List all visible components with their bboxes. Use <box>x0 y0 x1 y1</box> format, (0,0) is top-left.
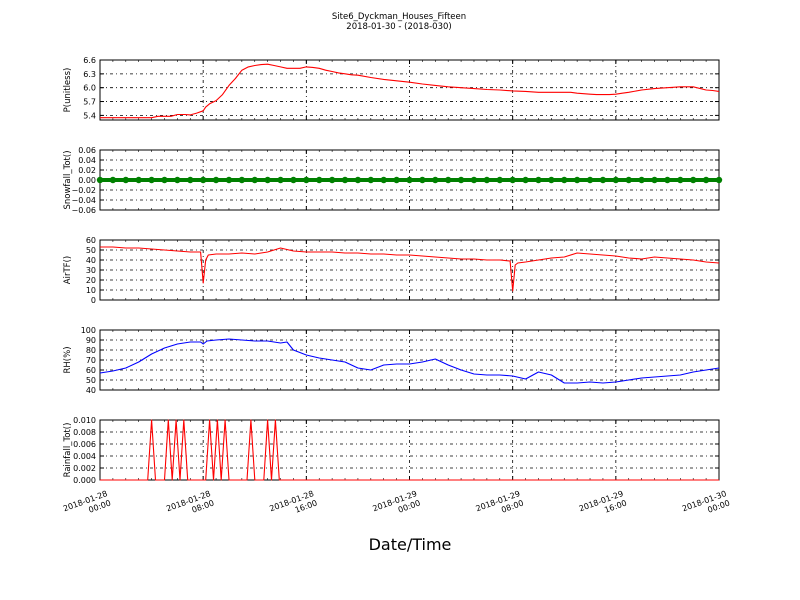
y-axis-label: AirTF() <box>63 256 73 284</box>
subplots: 5.4 5.7 6.0 6.3 6.6 P(unitless) −0.06−0.04−0.0… <box>63 56 723 485</box>
y-tick-label: 0.000 <box>73 476 96 485</box>
y-tick-label: −0.04 <box>71 196 96 205</box>
y-tick-label: 30 <box>86 266 96 275</box>
y-tick-label: 0.010 <box>73 416 96 425</box>
figure-title-line2: 2018-01-30 - (2018-030) <box>346 22 451 32</box>
y-tick-label: 0.02 <box>78 166 96 175</box>
y-axis-label: Snowfall_Tot() <box>63 150 73 209</box>
y-tick-label: 70 <box>86 356 96 365</box>
y-tick-label: −0.02 <box>71 186 96 195</box>
y-tick-label: 0.04 <box>78 156 96 165</box>
y-tick-label: 0.002 <box>73 464 96 473</box>
y-axis-label: RH(%) <box>63 346 73 373</box>
y-tick-label: 50 <box>86 376 96 385</box>
y-tick-label: 0.006 <box>73 440 96 449</box>
y-tick-label: 0 <box>91 296 96 305</box>
subplot-5: 0.000 0.002 0.004 0.006 0.008 0.010Rainfall_T… <box>63 416 720 485</box>
y-axis-label: Rainfall_Tot() <box>63 423 73 478</box>
x-axis-label: Date/Time <box>369 535 452 554</box>
series-line <box>100 63 720 119</box>
subplot-2: −0.06−0.04−0.020.000.020.040.06 Snowfall_… <box>63 146 723 215</box>
y-tick-label: 50 <box>86 246 96 255</box>
y-tick-label: 5.7 <box>83 98 96 107</box>
y-tick-label: 40 <box>86 386 96 395</box>
y-tick-label: 0.06 <box>78 146 96 155</box>
y-tick-label: 100 <box>81 326 96 335</box>
y-tick-label: 60 <box>86 236 96 245</box>
y-tick-label: 80 <box>86 346 96 355</box>
series-line <box>100 246 720 292</box>
y-tick-label: 6.0 <box>83 84 96 93</box>
y-tick-label: 10 <box>86 286 96 295</box>
y-tick-label: 0.008 <box>73 428 96 437</box>
y-tick-label: 6.6 <box>83 56 96 65</box>
y-tick-label: 6.3 <box>83 70 96 79</box>
y-tick-label: 60 <box>86 366 96 375</box>
y-tick-label: 90 <box>86 336 96 345</box>
y-axis-label: P(unitless) <box>63 68 73 113</box>
y-tick-label: 0.00 <box>78 176 96 185</box>
y-tick-label: 20 <box>86 276 96 285</box>
y-tick-label: 0.004 <box>73 452 96 461</box>
figure-title-line1: Site6_Dyckman_Houses_Fifteen <box>332 12 466 22</box>
series-line <box>99 338 720 384</box>
y-tick-label: 5.4 <box>83 111 96 120</box>
y-tick-label: 40 <box>86 256 96 265</box>
series-line <box>100 419 719 481</box>
subplot-1: 5.4 5.7 6.0 6.3 6.6 P(unitless) <box>63 56 720 121</box>
y-tick-label: −0.06 <box>71 206 96 215</box>
